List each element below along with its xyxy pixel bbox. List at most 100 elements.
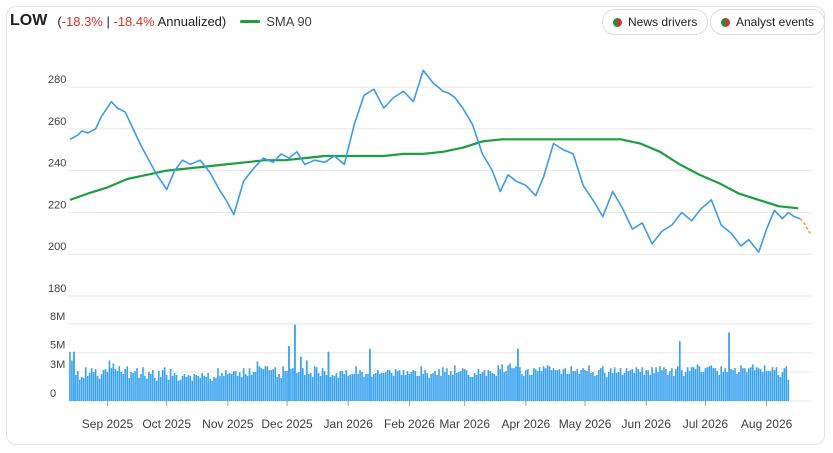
volume-bar: [351, 373, 353, 401]
volume-bar: [503, 372, 505, 401]
volume-bar: [558, 369, 561, 401]
volume-bar: [337, 377, 340, 401]
volume-bar: [509, 363, 511, 401]
volume-bar: [375, 373, 377, 401]
volume-bar: [106, 372, 109, 401]
volume-bar: [753, 370, 756, 401]
volume-bar: [290, 369, 292, 401]
volume-bar: [436, 374, 438, 401]
news-drivers-label: News drivers: [628, 15, 698, 29]
volume-bar: [704, 368, 707, 401]
volume-bar: [400, 374, 403, 401]
volume-bar: [590, 373, 592, 401]
volume-bar: [461, 368, 464, 401]
volume-bar: [94, 369, 97, 401]
volume-bar: [163, 367, 166, 401]
volume-bar: [217, 368, 219, 401]
volume-bar: [104, 369, 107, 401]
volume-bar: [278, 373, 280, 401]
performance-summary: (-18.3% | -18.4% Annualized): [57, 14, 226, 29]
volume-bar: [303, 374, 306, 401]
chart-header: LOW (-18.3% | -18.4% Annualized) SMA 90: [10, 12, 312, 30]
volume-bar: [77, 371, 79, 401]
volume-bar: [347, 375, 350, 401]
volume-bar: [724, 368, 726, 401]
news-drivers-icon: [613, 17, 622, 27]
sma-legend[interactable]: SMA 90: [240, 14, 312, 29]
volume-bar: [637, 369, 640, 401]
analyst-events-button[interactable]: Analyst events: [710, 9, 826, 35]
volume-bar: [501, 364, 503, 401]
volume-bar: [596, 374, 598, 401]
volume-bar: [497, 365, 500, 401]
x-tick-label: Feb 2026: [384, 417, 435, 431]
volume-bar: [613, 367, 616, 401]
volume-bar: [142, 367, 144, 401]
volume-bar-peak: [73, 351, 75, 401]
volume-bar-peak: [288, 345, 290, 401]
volume-bar: [266, 366, 269, 401]
volume-bar: [414, 371, 417, 401]
volume-bar: [110, 368, 113, 401]
price-tick-label: 180: [48, 283, 66, 295]
volume-bar: [270, 370, 273, 401]
volume-bar: [477, 369, 480, 401]
volume-bar: [325, 374, 328, 401]
volume-bar: [718, 374, 721, 401]
volume-bar: [607, 372, 610, 401]
volume-bar: [714, 368, 717, 401]
volume-bar: [272, 369, 275, 401]
volume-bar: [398, 370, 401, 401]
volume-bar: [635, 367, 638, 401]
volume-bar: [228, 373, 231, 401]
volume-bar: [673, 375, 675, 401]
volume-bar: [307, 373, 310, 401]
volume-bar: [311, 376, 314, 401]
volume-bar: [378, 373, 381, 401]
volume-bar: [712, 368, 715, 401]
volume-bar: [465, 370, 468, 401]
news-drivers-button[interactable]: News drivers: [602, 9, 709, 35]
volume-bar-peak: [678, 341, 681, 401]
volume-bar: [570, 366, 573, 401]
volume-bar: [386, 370, 389, 401]
volume-bar: [759, 369, 762, 401]
volume-bar: [430, 373, 432, 401]
volume-bar: [242, 368, 245, 401]
volume-bar: [422, 373, 425, 401]
volume-bar: [167, 379, 170, 401]
volume-bar: [686, 367, 689, 401]
volume-bar: [296, 373, 298, 401]
volume-bar: [763, 365, 766, 401]
volume-bar: [746, 372, 748, 401]
volume-bar: [643, 374, 646, 401]
volume-bar: [130, 372, 132, 401]
volume-bar: [315, 367, 318, 401]
volume-bar: [179, 379, 182, 401]
volume-bar: [244, 373, 247, 401]
volume-bar: [124, 369, 127, 401]
volume-bar: [507, 365, 509, 401]
volume-bar: [641, 367, 644, 401]
x-tick-label: Oct 2025: [142, 417, 191, 431]
volume-bar: [234, 371, 237, 401]
volume-bar: [450, 371, 452, 401]
annualized-label: Annualized): [154, 13, 227, 29]
volume-bar: [155, 380, 158, 401]
volume-bar: [592, 372, 594, 401]
x-tick-label: Apr 2026: [501, 417, 550, 431]
volume-bar: [708, 366, 711, 401]
volume-bar: [519, 367, 521, 401]
volume-bar: [195, 374, 198, 401]
volume-bar: [609, 368, 612, 401]
volume-bar: [680, 370, 683, 401]
volume-bar: [515, 366, 517, 401]
volume-bar: [627, 371, 630, 401]
volume-bar: [757, 368, 760, 401]
volume-bar: [489, 371, 492, 401]
volume-bar: [98, 378, 101, 401]
volume-bar: [96, 375, 99, 401]
volume-bar: [692, 367, 695, 401]
volume-bar: [761, 372, 764, 401]
